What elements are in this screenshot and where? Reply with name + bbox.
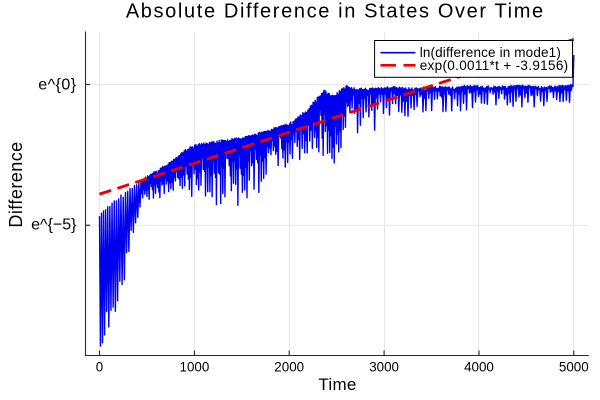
svg-text:0: 0 (96, 360, 103, 375)
svg-text:e^{0}: e^{0} (38, 77, 76, 94)
svg-text:ln(difference in mode1): ln(difference in mode1) (420, 45, 561, 60)
svg-text:5000: 5000 (559, 360, 589, 375)
svg-text:4000: 4000 (464, 360, 494, 375)
svg-text:2000: 2000 (274, 360, 304, 375)
svg-text:exp(0.0011*t + -3.9156): exp(0.0011*t + -3.9156) (420, 58, 569, 73)
svg-text:Difference: Difference (6, 141, 26, 227)
svg-text:e^{−5}: e^{−5} (31, 217, 77, 234)
svg-text:3000: 3000 (369, 360, 399, 375)
svg-text:Time: Time (318, 375, 356, 394)
svg-text:Absolute Difference in States: Absolute Difference in States Over Time (126, 1, 545, 23)
svg-text:1000: 1000 (180, 360, 210, 375)
